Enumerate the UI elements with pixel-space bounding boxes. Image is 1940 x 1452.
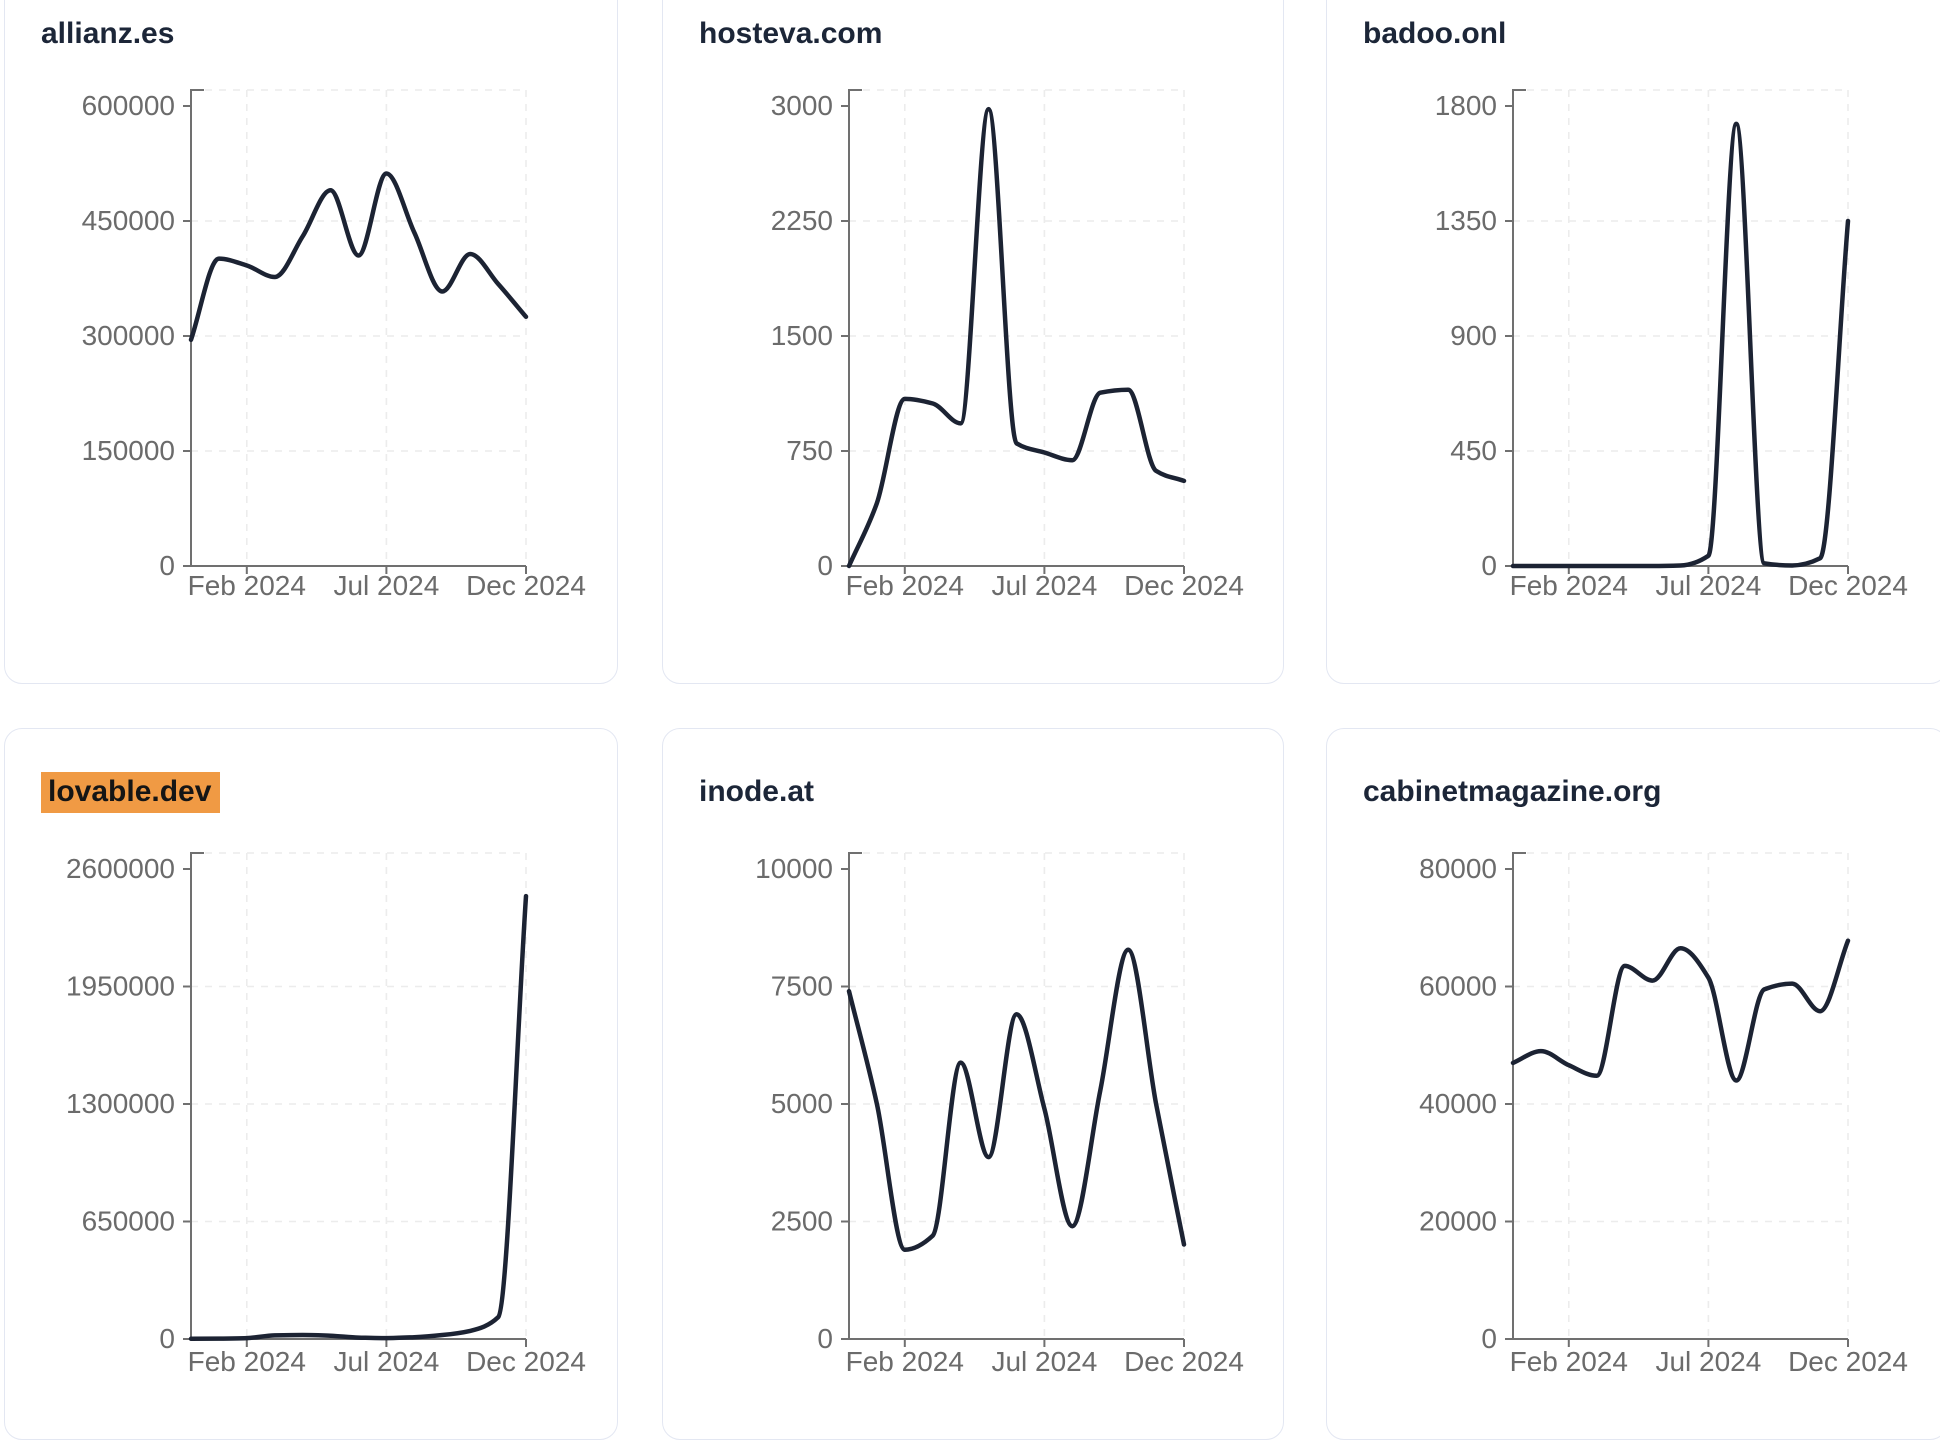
y-tick-label: 7500 bbox=[771, 971, 833, 1002]
chart-line bbox=[188, 893, 529, 1342]
y-tick-label: 650000 bbox=[82, 1206, 175, 1237]
traffic-line-chart: 0 20000 40000 60000 80000 Feb 2024 Jul 2024 Dec… bbox=[1419, 852, 1908, 1377]
x-tick-label: Dec 2024 bbox=[466, 570, 586, 601]
chart-title: hosteva.com bbox=[699, 17, 882, 51]
y-tick-label: 1800 bbox=[1435, 90, 1497, 121]
traffic-line-chart: 0 650000 1300000 1950000 2600000 Feb 2024 Jul … bbox=[66, 852, 586, 1377]
y-tick-label: 450 bbox=[1450, 435, 1497, 466]
y-tick-label: 450000 bbox=[82, 205, 175, 236]
chart-card[interactable]: badoo.onl 0 450 900 1350 1800 Feb 2024 Jul 202… bbox=[1326, 0, 1940, 684]
chart-title-text: inode.at bbox=[699, 775, 815, 808]
x-tick-label: Jul 2024 bbox=[1655, 570, 1761, 601]
x-tick-label: Dec 2024 bbox=[466, 1346, 586, 1377]
x-tick-label: Dec 2024 bbox=[1788, 1346, 1908, 1377]
chart-title-text: cabinetmagazine.org bbox=[1363, 775, 1662, 808]
y-tick-label: 2250 bbox=[771, 205, 833, 236]
chart-title: allianz.es bbox=[41, 17, 174, 51]
chart-line bbox=[188, 171, 529, 343]
x-tick-label: Jul 2024 bbox=[333, 570, 439, 601]
x-tick-label: Jul 2024 bbox=[991, 1346, 1097, 1377]
axis-domain bbox=[848, 852, 1184, 1340]
y-tick-label: 600000 bbox=[82, 90, 175, 121]
traffic-line-chart: 0 150000 300000 450000 600000 Feb 2024 Jul 202… bbox=[82, 89, 586, 601]
y-tick-label: 1350 bbox=[1435, 205, 1497, 236]
chart-title: inode.at bbox=[699, 775, 814, 809]
y-tick-label: 1300000 bbox=[66, 1088, 175, 1119]
axis-domain bbox=[190, 852, 526, 1340]
chart-line bbox=[846, 947, 1187, 1252]
y-tick-label: 0 bbox=[817, 1323, 833, 1354]
chart-card[interactable]: hosteva.com 0 750 1500 2250 3000 Feb 2024 Jul … bbox=[662, 0, 1284, 684]
axis-domain bbox=[1512, 89, 1848, 567]
axis-domain bbox=[1512, 852, 1848, 1340]
chart-line bbox=[1510, 121, 1851, 569]
x-tick-label: Dec 2024 bbox=[1124, 570, 1244, 601]
y-tick-label: 300000 bbox=[82, 320, 175, 351]
y-tick-label: 0 bbox=[159, 1323, 175, 1354]
x-tick-label: Feb 2024 bbox=[188, 570, 306, 601]
y-tick-label: 0 bbox=[1481, 1323, 1497, 1354]
axis-domain bbox=[848, 89, 1184, 567]
y-tick-label: 150000 bbox=[82, 435, 175, 466]
chart-title-text: allianz.es bbox=[41, 17, 175, 50]
x-tick-label: Dec 2024 bbox=[1124, 1346, 1244, 1377]
y-tick-label: 3000 bbox=[771, 90, 833, 121]
y-tick-label: 40000 bbox=[1419, 1088, 1497, 1119]
y-tick-label: 750 bbox=[786, 435, 833, 466]
chart-card[interactable]: lovable.dev 0 650000 1300000 1950000 2600000… bbox=[4, 728, 618, 1440]
chart-title: lovable.dev bbox=[41, 772, 221, 813]
chart-title-text: badoo.onl bbox=[1363, 17, 1507, 50]
y-tick-label: 5000 bbox=[771, 1088, 833, 1119]
x-tick-label: Jul 2024 bbox=[991, 570, 1097, 601]
x-tick-label: Feb 2024 bbox=[846, 570, 964, 601]
chart-title-text: hosteva.com bbox=[699, 17, 883, 50]
y-tick-label: 0 bbox=[817, 550, 833, 581]
y-tick-label: 10000 bbox=[755, 853, 833, 884]
y-tick-label: 2500 bbox=[771, 1206, 833, 1237]
y-tick-label: 20000 bbox=[1419, 1206, 1497, 1237]
chart-title-text-highlighted: lovable.dev bbox=[41, 772, 221, 813]
x-tick-label: Feb 2024 bbox=[846, 1346, 964, 1377]
chart-line bbox=[846, 106, 1187, 569]
chart-title: cabinetmagazine.org bbox=[1363, 775, 1661, 809]
chart-card[interactable]: cabinetmagazine.org 0 20000 40000 60000 8000… bbox=[1326, 728, 1940, 1440]
x-tick-label: Feb 2024 bbox=[1510, 570, 1628, 601]
chart-card[interactable]: inode.at 0 2500 5000 7500 10000 Feb 2024 Jul 2… bbox=[662, 728, 1284, 1440]
axis-domain bbox=[190, 89, 526, 567]
chart-card[interactable]: allianz.es 0 150000 300000 450000 600000 Feb … bbox=[4, 0, 618, 684]
x-tick-label: Jul 2024 bbox=[1655, 1346, 1761, 1377]
x-tick-label: Dec 2024 bbox=[1788, 570, 1908, 601]
x-tick-label: Feb 2024 bbox=[188, 1346, 306, 1377]
x-tick-label: Jul 2024 bbox=[333, 1346, 439, 1377]
y-tick-label: 1950000 bbox=[66, 971, 175, 1002]
traffic-line-chart: 0 450 900 1350 1800 Feb 2024 Jul 2024 Dec 2024 bbox=[1435, 89, 1908, 601]
chart-line bbox=[1510, 938, 1851, 1083]
y-tick-label: 2600000 bbox=[66, 853, 175, 884]
y-tick-label: 0 bbox=[159, 550, 175, 581]
traffic-line-chart: 0 2500 5000 7500 10000 Feb 2024 Jul 2024 Dec 20… bbox=[755, 852, 1244, 1377]
y-tick-label: 80000 bbox=[1419, 853, 1497, 884]
traffic-line-chart: 0 750 1500 2250 3000 Feb 2024 Jul 2024 Dec 2024 bbox=[771, 89, 1244, 601]
y-tick-label: 900 bbox=[1450, 320, 1497, 351]
y-tick-label: 60000 bbox=[1419, 971, 1497, 1002]
y-tick-label: 1500 bbox=[771, 320, 833, 351]
chart-title: badoo.onl bbox=[1363, 17, 1506, 51]
x-tick-label: Feb 2024 bbox=[1510, 1346, 1628, 1377]
y-tick-label: 0 bbox=[1481, 550, 1497, 581]
